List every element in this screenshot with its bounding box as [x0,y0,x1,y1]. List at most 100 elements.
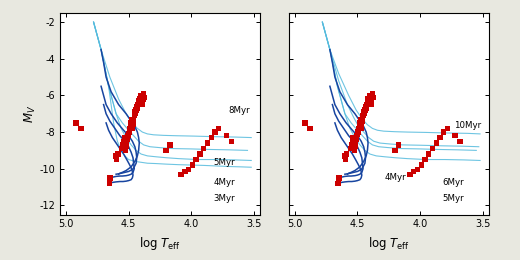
Point [360,112,369,116]
Point [352,137,360,141]
Point [121,148,129,152]
Point [432,141,440,145]
X-axis label: log $T_{\rm eff}$: log $T_{\rm eff}$ [139,235,181,252]
Point [120,135,128,140]
Point [136,101,144,105]
Text: 4Myr: 4Myr [214,178,236,187]
Point [366,93,374,98]
Point [341,158,349,162]
Point [133,104,141,108]
Y-axis label: $M_V$: $M_V$ [22,105,37,123]
Point [139,92,148,96]
Point [348,139,357,143]
Point [361,104,370,108]
Point [356,121,364,125]
Point [215,126,223,131]
Point [123,141,131,145]
Text: 5Myr: 5Myr [214,158,236,167]
Point [369,95,377,99]
Point [125,130,134,134]
Point [356,117,365,121]
Point [106,176,114,180]
Point [362,102,371,107]
Point [341,154,349,158]
Point [368,97,376,101]
Point [428,146,437,151]
Point [124,134,132,138]
Point [129,123,137,127]
Point [354,130,362,134]
Point [301,121,309,125]
Point [140,95,148,99]
Point [77,126,85,131]
Point [395,143,403,147]
Point [118,146,126,151]
Point [203,141,212,145]
Point [444,126,452,131]
Point [72,121,80,125]
Point [133,106,141,110]
Point [227,139,236,143]
Point [456,139,464,143]
Point [119,143,127,147]
Point [346,146,355,151]
X-axis label: log $T_{\rm eff}$: log $T_{\rm eff}$ [368,235,410,252]
Text: 6Myr: 6Myr [443,178,464,187]
Point [391,148,399,152]
Point [353,134,361,138]
Point [421,158,429,162]
Point [347,143,356,147]
Point [112,158,121,162]
Point [132,108,140,112]
Point [211,130,219,134]
Point [367,99,375,103]
Point [417,163,425,167]
Point [350,148,358,152]
Point [127,117,136,121]
Point [139,97,147,101]
Point [335,176,343,180]
Point [135,97,144,101]
Point [114,152,122,156]
Point [181,169,189,173]
Point [424,152,433,156]
Point [185,167,193,172]
Point [162,148,171,152]
Point [436,135,444,140]
Point [129,119,138,123]
Point [192,158,200,162]
Point [126,123,135,127]
Point [200,146,208,151]
Point [439,130,448,134]
Point [451,134,459,138]
Point [177,172,185,176]
Point [349,135,357,140]
Point [357,126,366,131]
Point [120,139,128,143]
Point [123,137,132,141]
Point [222,134,230,138]
Point [306,126,314,131]
Text: 3Myr: 3Myr [214,193,236,203]
Text: 10Myr: 10Myr [454,121,481,130]
Point [135,99,143,103]
Point [137,93,145,98]
Text: 8Myr: 8Myr [229,106,250,115]
Point [367,102,375,107]
Text: 5Myr: 5Myr [443,193,464,203]
Point [166,143,174,147]
Point [351,145,359,149]
Point [352,141,360,145]
Point [363,99,372,103]
Point [364,97,372,101]
Point [359,114,367,118]
Point [334,181,342,185]
Point [368,92,376,96]
Point [136,95,145,99]
Point [196,152,204,156]
Point [124,132,133,136]
Point [359,110,368,114]
Point [138,102,147,107]
Point [365,101,373,105]
Point [413,167,422,172]
